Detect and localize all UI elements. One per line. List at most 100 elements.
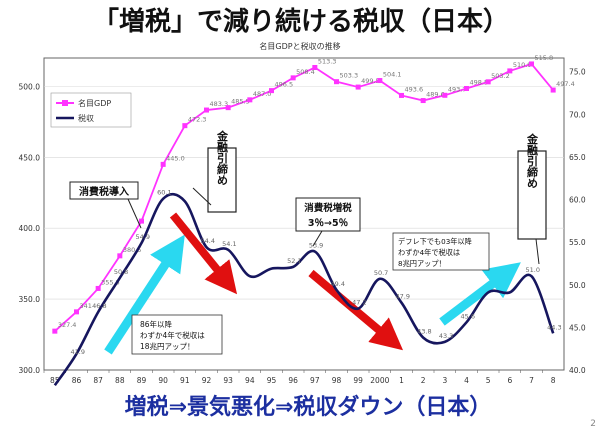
left-axis: 300.0 350.0 400.0 450.0 500.0 [19,82,41,375]
gdp-data-label-15: 504.1 [383,71,402,79]
callout-tax-increase-line1: 消費税増税 [304,202,352,214]
right-tick-label-2: 50.0 [569,281,586,290]
x-tick-label-20: 5 [486,376,491,385]
x-tick-label-1: 86 [72,376,82,385]
gdp-data-label-5: 445.0 [166,154,185,162]
x-tick-label-11: 96 [288,376,298,385]
gdp-data-label-17: 489.6 [426,91,445,99]
gdp-point-13 [334,79,339,85]
gdp-data-label-23: 497.4 [556,80,575,88]
tax-data-label-2: 46.8 [92,302,106,310]
callout-tax-increase: 消費税増税 3％→5％ [295,197,361,247]
up-arrow-1 [104,234,185,355]
x-tick-label-21: 6 [507,376,512,385]
gdp-data-label-16: 493.6 [405,85,424,93]
gdp-point-18 [442,92,448,98]
tax-data-label-17: 43.8 [417,328,431,336]
gdp-data-label-0: 327.4 [58,321,77,329]
callout-tax-increase-line2: 3％→5％ [308,218,348,229]
gdp-point-20 [485,79,491,85]
tax-data-label-23: 44.3 [547,323,561,331]
legend-gdp-label: 名目GDP [78,98,111,108]
page-headline: 「増税」で減り続ける税収（日本） [93,6,509,37]
note-86: 86年以降 わずか4年で税収は 18兆円アップ！ [131,314,223,355]
gdp-point-16 [399,92,404,98]
x-tick-label-15: 2000 [370,376,389,385]
gdp-data-label-8: 485.5 [231,98,250,106]
gdp-point-15 [377,78,383,84]
gdp-data-label-11: 508.4 [296,68,315,76]
gdp-data-label-13: 503.3 [340,72,359,80]
x-tick-label-19: 4 [464,376,469,385]
tax-data-label-1: 41.9 [71,348,85,356]
x-tick-label-23: 8 [551,376,556,385]
tax-data-label-8: 54.1 [222,240,236,248]
x-tick-label-10: 95 [267,376,277,385]
gdp-data-label-3: 380.5 [123,246,142,254]
gdp-point-4 [139,218,144,224]
gdp-point-23 [550,87,556,93]
right-tick-label-6: 70.0 [569,110,586,119]
tax-data-label-12: 53.9 [309,242,323,250]
callout-finance-1: 金融引締め [192,129,237,213]
gdp-data-label-19: 498.5 [470,78,489,86]
gdp-data-label-21: 510.9 [513,61,532,69]
note-86-line2: わずか4年で税収は [140,330,205,340]
gdp-point-8 [225,105,231,111]
x-tick-label-22: 7 [529,376,534,385]
x-axis: 85 86 87 88 89 90 91 92 93 94 95 96 97 98 99 2000 1 2 3 4 5 6… [43,370,556,385]
x-tick-label-13: 98 [332,376,342,385]
gdp-point-21 [507,68,513,74]
up-arrow-2 [439,262,521,326]
gdp-point-3 [117,253,123,259]
gdp-point-7 [204,107,209,113]
right-tick-label-7: 75.0 [569,68,586,77]
gdp-point-10 [269,88,274,94]
down-arrow-1 [169,212,238,295]
note-deflation: デフレ下でも03年以降 わずか4年で税収は 8兆円アップ！ [392,232,490,271]
x-tick-label-12: 97 [310,376,320,385]
tax-data-label-14: 47.2 [352,299,366,307]
tax-data-label-22: 51.0 [526,266,540,274]
gdp-point-11 [290,75,296,81]
gdp-point-12 [312,65,318,71]
legend-box [50,92,132,128]
gdp-point-9 [247,97,253,103]
right-tick-label-0: 40.0 [569,366,586,375]
x-tick-label-2: 87 [93,376,103,385]
gdp-data-label-12: 513.3 [318,58,337,66]
gdp-data-label-7: 483.3 [210,100,229,108]
left-tick-label-2: 400.0 [19,224,41,233]
callout-finance-2-label: 金融引締め [526,132,540,188]
gdp-data-label-1: 341 [80,302,92,310]
gdp-point-19 [464,85,469,91]
callout-finance-2: 金融引締め [517,132,547,265]
x-tick-label-17: 2 [421,376,426,385]
legend-tax-label: 税収 [78,113,94,123]
legend-gdp-marker [62,100,68,106]
callout-consumption-tax: 消費税導入 [69,181,142,229]
x-tick-label-14: 99 [353,376,363,385]
left-tick-label-1: 350.0 [19,295,41,304]
tax-data-label-18: 43.3 [439,332,453,340]
tax-data-label-16: 47.9 [396,293,410,301]
note-deflation-line2: わずか4年で税収は [398,248,460,257]
gdp-data-label-9: 487.0 [253,90,272,98]
x-tick-label-0: 85 [50,376,60,385]
note-deflation-line1: デフレ下でも03年以降 [398,237,472,246]
callout-consumption-tax-label: 消費税導入 [79,185,129,198]
x-tick-label-6: 91 [180,376,190,385]
note-86-line1: 86年以降 [140,319,173,329]
tax-data-label-3: 50.8 [114,268,128,276]
tax-data-label-11: 52.1 [287,257,301,265]
x-tick-label-9: 94 [245,376,255,385]
x-tick-label-18: 3 [442,376,447,385]
gdp-data-label-20: 503.2 [491,72,510,80]
gdp-point-1 [74,309,79,315]
x-tick-label-5: 90 [158,376,168,385]
note-deflation-line3: 8兆円アップ！ [398,259,446,268]
gdp-data-label-6: 472.3 [188,116,207,124]
gdp-point-0 [52,328,58,334]
gdp-data-label-22: 515.8 [535,54,554,62]
